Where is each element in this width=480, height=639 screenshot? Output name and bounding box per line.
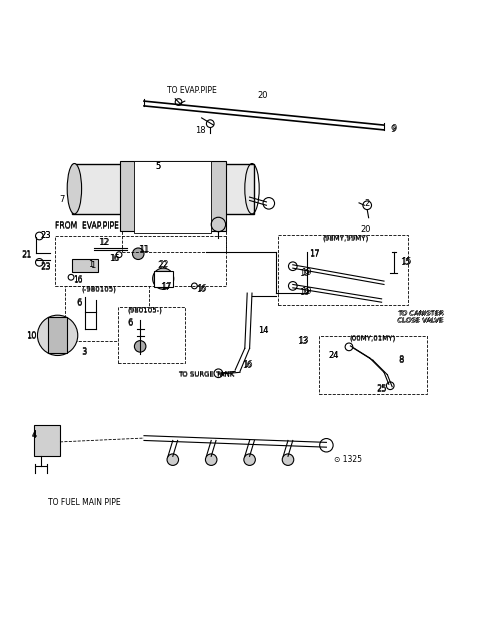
Text: 19: 19 [300, 288, 310, 297]
Text: 9: 9 [391, 125, 396, 134]
Text: FROM  EVAP.PIPE: FROM EVAP.PIPE [55, 222, 119, 231]
Text: 3: 3 [81, 348, 87, 357]
Circle shape [282, 454, 294, 465]
Text: 6: 6 [128, 318, 133, 327]
Text: 22: 22 [158, 260, 168, 269]
Text: 24: 24 [328, 351, 339, 360]
Text: 16: 16 [110, 254, 120, 263]
Text: 5: 5 [156, 162, 161, 171]
Text: 9: 9 [392, 124, 397, 133]
Text: 6: 6 [76, 299, 82, 308]
Text: 10: 10 [26, 331, 36, 341]
Text: 16: 16 [242, 360, 252, 369]
Text: 8: 8 [398, 356, 404, 365]
Text: 5: 5 [156, 162, 161, 171]
Text: 10: 10 [26, 332, 36, 341]
Text: 25: 25 [376, 384, 387, 393]
Text: 24: 24 [328, 351, 339, 360]
Text: 17: 17 [161, 282, 171, 291]
Ellipse shape [67, 164, 82, 214]
Text: (98MY,99MY): (98MY,99MY) [323, 235, 369, 241]
Text: 19: 19 [301, 268, 312, 277]
Bar [72, 164, 254, 214]
Bar [134, 161, 211, 233]
Text: 25: 25 [376, 385, 387, 394]
Text: 16: 16 [196, 285, 205, 294]
Circle shape [37, 315, 78, 355]
Text: 8: 8 [398, 355, 404, 364]
Text: 20: 20 [360, 225, 371, 234]
Text: (980105-): (980105-) [128, 307, 162, 313]
Text: 16: 16 [197, 284, 206, 293]
Text: 2: 2 [365, 199, 370, 208]
Text: 14: 14 [258, 325, 268, 335]
Bar [278, 236, 408, 305]
Bar [120, 161, 226, 231]
Text: 23: 23 [40, 263, 51, 272]
Text: 16: 16 [73, 275, 83, 284]
Circle shape [153, 268, 174, 289]
Text: 14: 14 [258, 325, 268, 335]
Text: TO CANISTER
CLOSE VALVE: TO CANISTER CLOSE VALVE [397, 311, 443, 323]
Text: 1: 1 [90, 261, 95, 270]
Text: 17: 17 [160, 283, 171, 292]
Text: 15: 15 [400, 258, 411, 267]
Text: 7: 7 [60, 195, 65, 204]
Text: 21: 21 [21, 250, 32, 259]
Text: (-980105): (-980105) [81, 286, 116, 293]
Bar [118, 307, 185, 363]
Circle shape [205, 454, 217, 465]
Text: 11: 11 [138, 245, 148, 254]
Bar [34, 425, 60, 456]
Text: 16: 16 [243, 360, 252, 369]
Text: 19: 19 [300, 269, 310, 278]
Text: (00MY,01MY): (00MY,01MY) [349, 334, 395, 341]
Text: 18: 18 [195, 127, 206, 135]
Text: 20: 20 [258, 91, 268, 100]
Text: (00MY,01MY): (00MY,01MY) [349, 335, 395, 342]
Text: TO CANISTER
CLOSE VALVE: TO CANISTER CLOSE VALVE [398, 310, 444, 323]
Text: 23: 23 [40, 231, 51, 240]
Text: (98MY,99MY): (98MY,99MY) [323, 236, 369, 242]
Text: 23: 23 [40, 262, 51, 271]
Bar [319, 336, 427, 394]
Text: ⊙ 1325: ⊙ 1325 [334, 455, 361, 464]
Text: TO FUEL MAIN PIPE: TO FUEL MAIN PIPE [48, 498, 120, 507]
Text: 23: 23 [40, 231, 51, 240]
Text: 15: 15 [401, 258, 411, 266]
Text: 11: 11 [139, 245, 149, 254]
Text: 1: 1 [89, 260, 94, 269]
Text: 13: 13 [298, 336, 309, 345]
Bar [72, 259, 98, 272]
Text: 4: 4 [32, 430, 37, 439]
Text: TO EVAP.PIPE: TO EVAP.PIPE [167, 86, 217, 95]
Bar [55, 236, 226, 286]
Text: 12: 12 [99, 238, 110, 247]
Circle shape [132, 248, 144, 259]
Text: FROM  EVAP.PIPE: FROM EVAP.PIPE [55, 221, 119, 231]
Text: 19: 19 [301, 287, 312, 296]
Text: 16: 16 [73, 275, 83, 284]
Text: 6: 6 [128, 319, 133, 328]
Circle shape [134, 341, 146, 352]
Bar [65, 286, 149, 341]
Text: 17: 17 [309, 250, 320, 259]
Text: 6: 6 [76, 298, 82, 307]
Text: 16: 16 [109, 254, 119, 263]
Text: 3: 3 [82, 347, 87, 356]
Text: 22: 22 [157, 261, 168, 270]
Text: 12: 12 [98, 238, 108, 247]
Bar [48, 317, 67, 353]
Text: (-980105): (-980105) [81, 285, 116, 291]
Text: TO SURGE TANK: TO SURGE TANK [178, 371, 235, 377]
Text: 17: 17 [310, 249, 320, 258]
Text: (980105-): (980105-) [128, 307, 162, 314]
Text: 4: 4 [32, 431, 37, 440]
Text: 21: 21 [21, 250, 32, 259]
Bar [154, 270, 173, 287]
Text: TO SURGE TANK: TO SURGE TANK [178, 372, 235, 378]
Circle shape [167, 454, 179, 465]
Circle shape [244, 454, 255, 465]
Text: 13: 13 [297, 337, 308, 346]
